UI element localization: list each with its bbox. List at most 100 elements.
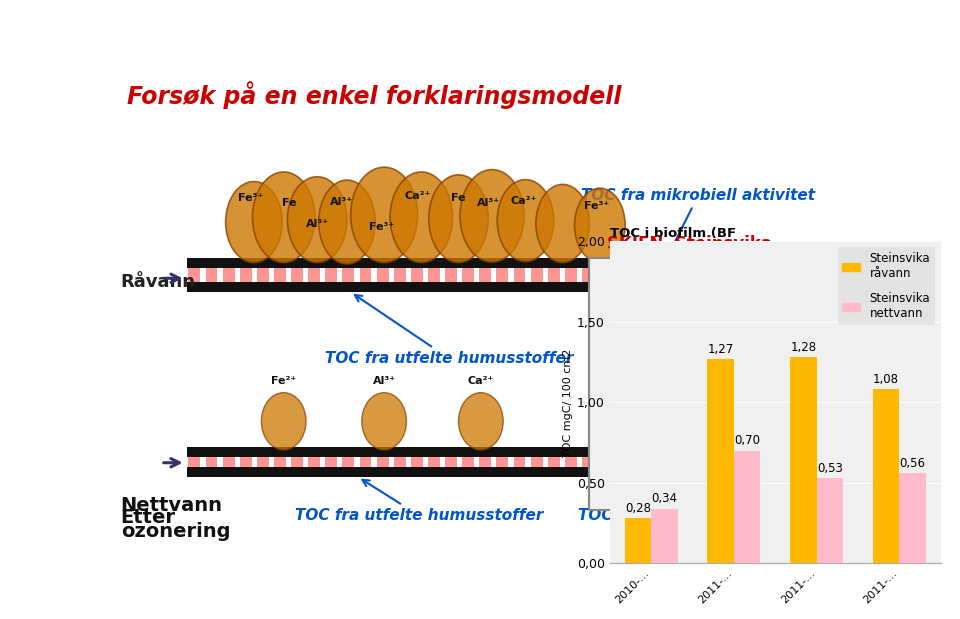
Text: Al³⁺: Al³⁺ xyxy=(477,198,500,208)
FancyBboxPatch shape xyxy=(223,268,234,282)
Ellipse shape xyxy=(252,172,315,262)
FancyBboxPatch shape xyxy=(588,258,852,511)
Bar xyxy=(873,389,900,563)
FancyBboxPatch shape xyxy=(496,268,509,282)
FancyBboxPatch shape xyxy=(564,457,577,467)
Ellipse shape xyxy=(319,180,375,264)
FancyBboxPatch shape xyxy=(308,268,320,282)
FancyBboxPatch shape xyxy=(274,457,286,467)
FancyBboxPatch shape xyxy=(634,268,645,282)
Text: 1,27: 1,27 xyxy=(708,343,733,356)
FancyBboxPatch shape xyxy=(702,268,713,282)
FancyBboxPatch shape xyxy=(257,268,269,282)
FancyBboxPatch shape xyxy=(564,268,577,282)
FancyBboxPatch shape xyxy=(223,457,234,467)
FancyBboxPatch shape xyxy=(634,457,645,467)
FancyBboxPatch shape xyxy=(187,448,842,457)
Ellipse shape xyxy=(390,172,452,262)
FancyBboxPatch shape xyxy=(187,258,842,268)
FancyBboxPatch shape xyxy=(684,457,697,467)
FancyBboxPatch shape xyxy=(787,457,800,467)
FancyBboxPatch shape xyxy=(188,457,201,467)
Text: SKIEN  Steinsvika: SKIEN Steinsvika xyxy=(608,235,773,253)
FancyBboxPatch shape xyxy=(719,268,731,282)
FancyBboxPatch shape xyxy=(822,457,833,467)
Ellipse shape xyxy=(459,392,503,450)
FancyBboxPatch shape xyxy=(445,457,457,467)
FancyBboxPatch shape xyxy=(667,268,680,282)
Text: Al³⁺: Al³⁺ xyxy=(305,219,328,230)
FancyBboxPatch shape xyxy=(360,457,372,467)
FancyBboxPatch shape xyxy=(428,457,440,467)
Text: TOC fra mikrobiell aktivitet: TOC fra mikrobiell aktivitet xyxy=(578,479,811,523)
Text: TOC i biofilm (BF: TOC i biofilm (BF xyxy=(610,227,735,240)
Text: 0,70: 0,70 xyxy=(734,435,760,448)
FancyBboxPatch shape xyxy=(548,268,560,282)
Text: ozonering: ozonering xyxy=(121,522,230,541)
Text: Nettvann: Nettvann xyxy=(121,496,223,515)
Text: 1,08: 1,08 xyxy=(873,373,900,386)
FancyBboxPatch shape xyxy=(651,457,662,467)
FancyBboxPatch shape xyxy=(651,268,662,282)
FancyBboxPatch shape xyxy=(822,268,833,282)
Bar xyxy=(817,478,843,563)
FancyBboxPatch shape xyxy=(376,268,389,282)
FancyBboxPatch shape xyxy=(787,268,800,282)
Text: Ca²⁺: Ca²⁺ xyxy=(511,196,538,206)
Bar xyxy=(708,359,733,563)
FancyBboxPatch shape xyxy=(411,457,422,467)
FancyBboxPatch shape xyxy=(428,268,440,282)
FancyBboxPatch shape xyxy=(325,457,337,467)
Text: Forsøk på en enkel forklaringsmodell: Forsøk på en enkel forklaringsmodell xyxy=(128,82,622,110)
Text: 0,34: 0,34 xyxy=(651,492,678,505)
Text: Fe: Fe xyxy=(451,193,466,203)
Text: Fe³⁺: Fe³⁺ xyxy=(370,222,395,232)
FancyBboxPatch shape xyxy=(770,457,782,467)
Ellipse shape xyxy=(536,184,589,262)
FancyBboxPatch shape xyxy=(360,268,372,282)
FancyBboxPatch shape xyxy=(188,268,201,282)
FancyBboxPatch shape xyxy=(804,457,816,467)
FancyBboxPatch shape xyxy=(754,457,765,467)
Text: 0,28: 0,28 xyxy=(625,502,651,515)
Text: Fe³⁺: Fe³⁺ xyxy=(584,201,609,211)
Text: TOC fra mikrobiell aktivitet: TOC fra mikrobiell aktivitet xyxy=(581,188,815,253)
Text: 0,53: 0,53 xyxy=(817,462,843,475)
Text: Al³⁺: Al³⁺ xyxy=(372,376,396,386)
FancyBboxPatch shape xyxy=(548,457,560,467)
Text: Ca²⁺: Ca²⁺ xyxy=(404,191,431,201)
Text: 0,56: 0,56 xyxy=(900,457,925,470)
Text: TOC fra utfelte humusstoffer: TOC fra utfelte humusstoffer xyxy=(324,295,573,366)
Ellipse shape xyxy=(261,392,306,450)
FancyBboxPatch shape xyxy=(274,268,286,282)
Ellipse shape xyxy=(226,181,282,262)
FancyBboxPatch shape xyxy=(702,457,713,467)
FancyBboxPatch shape xyxy=(257,457,269,467)
FancyBboxPatch shape xyxy=(531,268,542,282)
FancyBboxPatch shape xyxy=(308,457,320,467)
FancyBboxPatch shape xyxy=(187,282,842,292)
Ellipse shape xyxy=(429,175,489,262)
FancyBboxPatch shape xyxy=(291,457,303,467)
FancyBboxPatch shape xyxy=(479,457,492,467)
FancyBboxPatch shape xyxy=(411,268,422,282)
Ellipse shape xyxy=(287,177,347,262)
FancyBboxPatch shape xyxy=(291,268,303,282)
FancyBboxPatch shape xyxy=(240,457,252,467)
FancyBboxPatch shape xyxy=(804,268,816,282)
Text: TOC fra utfelte humusstoffer: TOC fra utfelte humusstoffer xyxy=(295,480,543,523)
FancyBboxPatch shape xyxy=(343,457,354,467)
FancyBboxPatch shape xyxy=(445,268,457,282)
FancyBboxPatch shape xyxy=(667,457,680,467)
FancyBboxPatch shape xyxy=(684,268,697,282)
Text: Ca²⁺: Ca²⁺ xyxy=(468,376,494,386)
FancyBboxPatch shape xyxy=(719,457,731,467)
FancyBboxPatch shape xyxy=(187,467,842,477)
FancyBboxPatch shape xyxy=(343,268,354,282)
Text: Al³⁺: Al³⁺ xyxy=(330,197,353,207)
FancyBboxPatch shape xyxy=(616,268,628,282)
Ellipse shape xyxy=(350,167,418,262)
FancyBboxPatch shape xyxy=(736,457,748,467)
Text: Fe²⁺: Fe²⁺ xyxy=(271,376,297,386)
Text: Råvann: Råvann xyxy=(121,272,196,290)
